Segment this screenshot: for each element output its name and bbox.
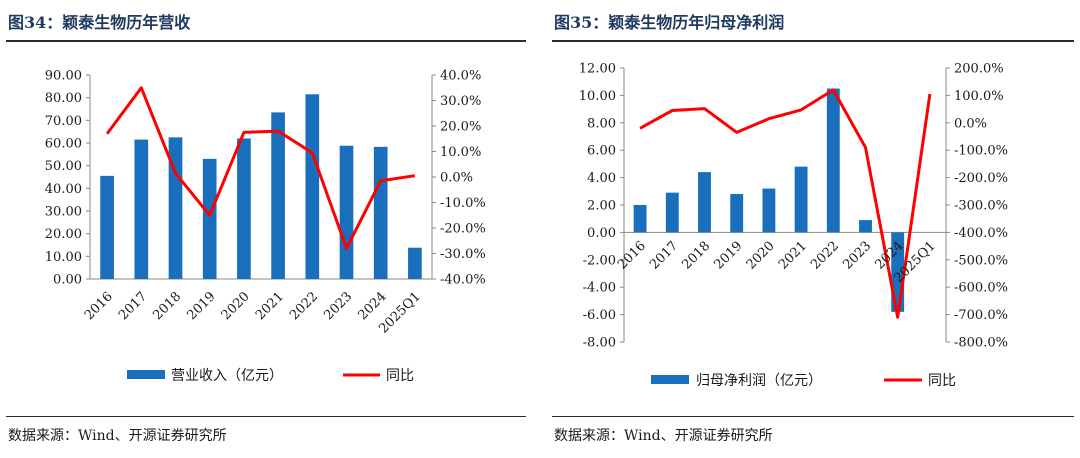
left-tick-label: 4.00 xyxy=(587,171,616,186)
right-tick-label: -600.0% xyxy=(954,281,1008,296)
source-note: 数据来源：Wind、开源证券研究所 xyxy=(8,428,227,444)
source-rule xyxy=(6,416,526,417)
x-tick-label: 2019 xyxy=(712,239,746,273)
bar xyxy=(794,166,808,233)
right-tick-label: 30.0% xyxy=(440,94,481,109)
right-tick-label: 100.0% xyxy=(954,89,1004,104)
right-tick-label: -30.0% xyxy=(440,247,486,262)
x-tick-label: 2022 xyxy=(808,239,842,273)
net-profit-chart-panel: 图35：颖泰生物历年归母净利润 -8.00 -6.00 -4.00 -2.00 0.00… xyxy=(546,0,1080,458)
x-tick-label: 2021 xyxy=(776,239,810,273)
bar xyxy=(237,138,251,279)
left-tick-label: 8.00 xyxy=(587,116,616,131)
x-tick-label: 2018 xyxy=(679,239,713,273)
bar xyxy=(305,94,320,279)
left-tick-label: 40.00 xyxy=(45,182,82,197)
left-tick-label: 50.00 xyxy=(45,159,82,174)
revenue-chart-panel: 图34：颖泰生物历年营收 0.00 10.00 20.00 30.00 40.00 50.… xyxy=(0,0,532,458)
right-tick-label: 20.0% xyxy=(440,120,481,135)
right-tick-label: -10.0% xyxy=(440,196,486,211)
x-tick-label: 2016 xyxy=(82,289,116,323)
revenue-chart: 0.00 10.00 20.00 30.00 40.00 50.00 60.00 70.00 8… xyxy=(45,69,486,385)
left-tick-label: 12.00 xyxy=(579,62,616,77)
bar xyxy=(730,194,744,233)
legend-bar-label: 归母净利润（亿元） xyxy=(696,372,822,389)
bar xyxy=(134,139,149,279)
bar xyxy=(202,158,217,279)
legend-line-label: 同比 xyxy=(386,368,414,384)
left-tick-label: 0.00 xyxy=(587,226,616,241)
right-tick-label: 10.0% xyxy=(440,145,481,160)
left-tick-label: 30.00 xyxy=(45,205,82,220)
source-rule xyxy=(552,416,1074,417)
left-tick-label: -2.00 xyxy=(583,253,616,268)
left-tick-label: 2.00 xyxy=(587,199,616,214)
x-tick-label: 2021 xyxy=(253,289,287,323)
right-tick-label: 40.0% xyxy=(440,69,481,84)
left-tick-label: 10.00 xyxy=(45,250,82,265)
right-tick-label: -100.0% xyxy=(954,144,1008,159)
left-tick-label: 80.00 xyxy=(45,91,82,106)
left-tick-label: -6.00 xyxy=(583,308,616,323)
bar xyxy=(408,247,422,279)
left-tick-label: 20.00 xyxy=(45,227,82,242)
source-note: 数据来源：Wind、开源证券研究所 xyxy=(554,428,773,444)
x-tick-label: 2017 xyxy=(647,239,681,273)
right-tick-label: -300.0% xyxy=(954,199,1008,214)
right-tick-label: 0.0% xyxy=(954,116,987,131)
x-tick-label: 2016 xyxy=(615,239,649,273)
bar xyxy=(373,146,388,279)
left-tick-label: 60.00 xyxy=(45,137,82,152)
bar xyxy=(859,220,872,233)
legend-line-label: 同比 xyxy=(928,373,956,389)
x-tick-label: 2017 xyxy=(116,289,150,323)
left-tick-label: 10.00 xyxy=(579,89,616,104)
right-tick-label: -800.0% xyxy=(954,336,1008,351)
bar xyxy=(100,175,114,279)
bar xyxy=(633,205,647,233)
chart-title: 图35：颖泰生物历年归母净利润 xyxy=(554,13,785,32)
left-tick-label: 0.00 xyxy=(53,273,82,288)
bar xyxy=(762,188,776,233)
x-tick-label: 2023 xyxy=(321,289,355,323)
bar xyxy=(698,172,711,233)
legend-bar-swatch xyxy=(127,370,165,379)
left-tick-label: -4.00 xyxy=(583,281,616,296)
right-tick-label: -500.0% xyxy=(954,253,1008,268)
right-tick-label: 0.0% xyxy=(440,171,473,186)
right-tick-label: -400.0% xyxy=(954,226,1008,241)
chart-title: 图34：颖泰生物历年营收 xyxy=(8,13,191,32)
right-tick-label: -40.0% xyxy=(440,273,486,288)
bar xyxy=(826,88,840,233)
net-profit-chart: -8.00 -6.00 -4.00 -2.00 0.00 2.00 4.00 6.00 8.00… xyxy=(579,62,1008,390)
left-tick-label: 70.00 xyxy=(45,114,82,129)
bar xyxy=(339,145,354,279)
x-tick-label: 2023 xyxy=(840,239,874,273)
x-tick-label: 2019 xyxy=(185,289,219,323)
right-tick-label: -200.0% xyxy=(954,171,1008,186)
left-tick-label: 6.00 xyxy=(587,144,616,159)
bar xyxy=(168,137,183,279)
x-tick-label: 2018 xyxy=(150,289,184,323)
left-tick-label: 90.00 xyxy=(45,69,82,84)
x-tick-label: 2020 xyxy=(219,289,253,323)
right-tick-label: 200.0% xyxy=(954,62,1004,77)
yoy-line xyxy=(105,86,416,250)
yoy-line xyxy=(639,88,932,319)
right-tick-label: -700.0% xyxy=(954,308,1008,323)
left-tick-label: -8.00 xyxy=(583,336,616,351)
bar xyxy=(271,112,285,280)
title-rule xyxy=(6,40,526,42)
x-tick-label: 2020 xyxy=(744,239,778,273)
legend-bar-label: 营业收入（亿元） xyxy=(171,368,283,384)
bar xyxy=(665,192,679,233)
legend-bar-swatch xyxy=(651,375,689,384)
x-tick-label: 2022 xyxy=(287,289,321,323)
title-rule xyxy=(552,40,1074,42)
right-tick-label: -20.0% xyxy=(440,222,486,237)
